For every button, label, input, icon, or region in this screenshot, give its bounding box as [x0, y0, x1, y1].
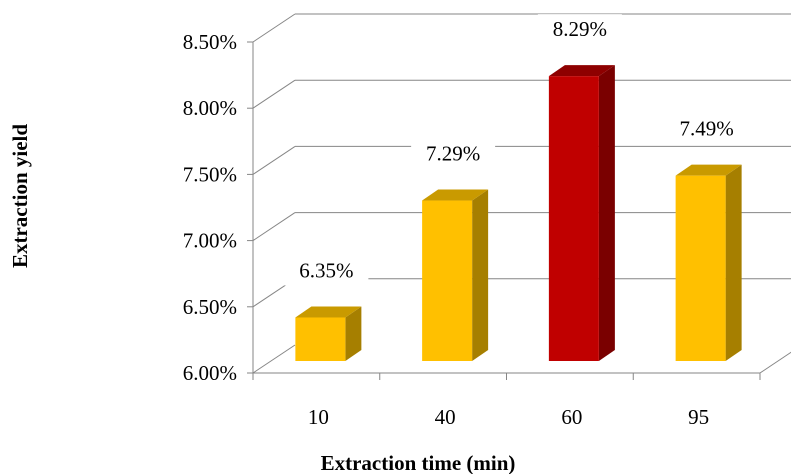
- data-label: 7.29%: [411, 139, 495, 169]
- data-label: 7.49%: [665, 114, 749, 144]
- bar-side: [726, 165, 742, 361]
- y-tick-label: 7.00%: [183, 229, 237, 253]
- data-label-text: 7.49%: [680, 117, 734, 141]
- bar-front: [676, 176, 726, 361]
- y-tick-label: 6.00%: [183, 361, 237, 385]
- y-tick-label: 6.50%: [183, 295, 237, 319]
- gridline-side: [253, 14, 295, 42]
- bar: [676, 165, 742, 361]
- y-tick-label: 8.50%: [183, 30, 237, 54]
- bar-front: [422, 201, 472, 361]
- bar: [295, 306, 361, 361]
- bar: [422, 190, 488, 361]
- y-tick-label: 8.00%: [183, 96, 237, 120]
- data-label: 8.29%: [538, 14, 622, 44]
- y-tick-label: 7.50%: [183, 162, 237, 186]
- x-tick-label: 60: [561, 405, 582, 429]
- x-tick-label: 10: [308, 405, 329, 429]
- bar: [549, 65, 615, 361]
- x-tick-label: 40: [435, 405, 456, 429]
- gridline-side: [253, 80, 295, 108]
- data-label-text: 8.29%: [553, 17, 607, 41]
- gridline-side: [253, 345, 295, 373]
- data-label-text: 6.35%: [299, 258, 353, 282]
- y-axis-title: Extraction yield: [8, 124, 32, 268]
- bar-side: [599, 65, 615, 361]
- bar-side: [472, 190, 488, 361]
- gridline-side: [253, 146, 295, 174]
- y-tick-labels: 6.00% 6.50% 7.00% 7.50% 8.00% 8.50%: [183, 30, 237, 385]
- data-label: 6.35%: [284, 255, 368, 285]
- x-tick-labels: 10 40 60 95: [308, 405, 709, 429]
- gridline-side: [253, 213, 295, 241]
- x-axis-title: Extraction time (min): [321, 451, 516, 474]
- data-label-text: 7.29%: [426, 142, 480, 166]
- bar-front: [549, 76, 599, 361]
- x-tick-label: 95: [688, 405, 709, 429]
- bar-front: [295, 317, 345, 361]
- floor-edge: [760, 345, 791, 373]
